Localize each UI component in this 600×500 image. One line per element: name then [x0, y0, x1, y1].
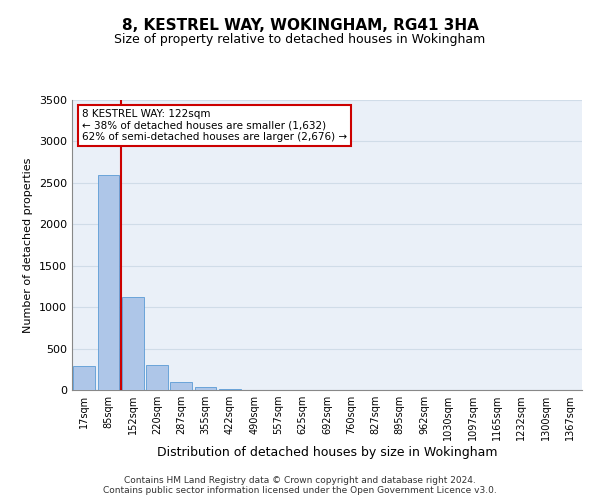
Text: 8 KESTREL WAY: 122sqm
← 38% of detached houses are smaller (1,632)
62% of semi-d: 8 KESTREL WAY: 122sqm ← 38% of detached …	[82, 108, 347, 142]
Bar	[146, 365, 168, 390]
X-axis label: Distribution of detached houses by size in Wokingham: Distribution of detached houses by size …	[157, 446, 497, 459]
Bar	[97, 174, 119, 390]
Text: Contains HM Land Registry data © Crown copyright and database right 2024.
Contai: Contains HM Land Registry data © Crown c…	[103, 476, 497, 495]
Bar	[170, 382, 192, 390]
Text: 8, KESTREL WAY, WOKINGHAM, RG41 3HA: 8, KESTREL WAY, WOKINGHAM, RG41 3HA	[122, 18, 478, 32]
Bar	[194, 387, 217, 390]
Text: Size of property relative to detached houses in Wokingham: Size of property relative to detached ho…	[115, 32, 485, 46]
Bar	[73, 366, 95, 390]
Bar	[122, 297, 143, 390]
Y-axis label: Number of detached properties: Number of detached properties	[23, 158, 34, 332]
Bar	[219, 389, 241, 390]
